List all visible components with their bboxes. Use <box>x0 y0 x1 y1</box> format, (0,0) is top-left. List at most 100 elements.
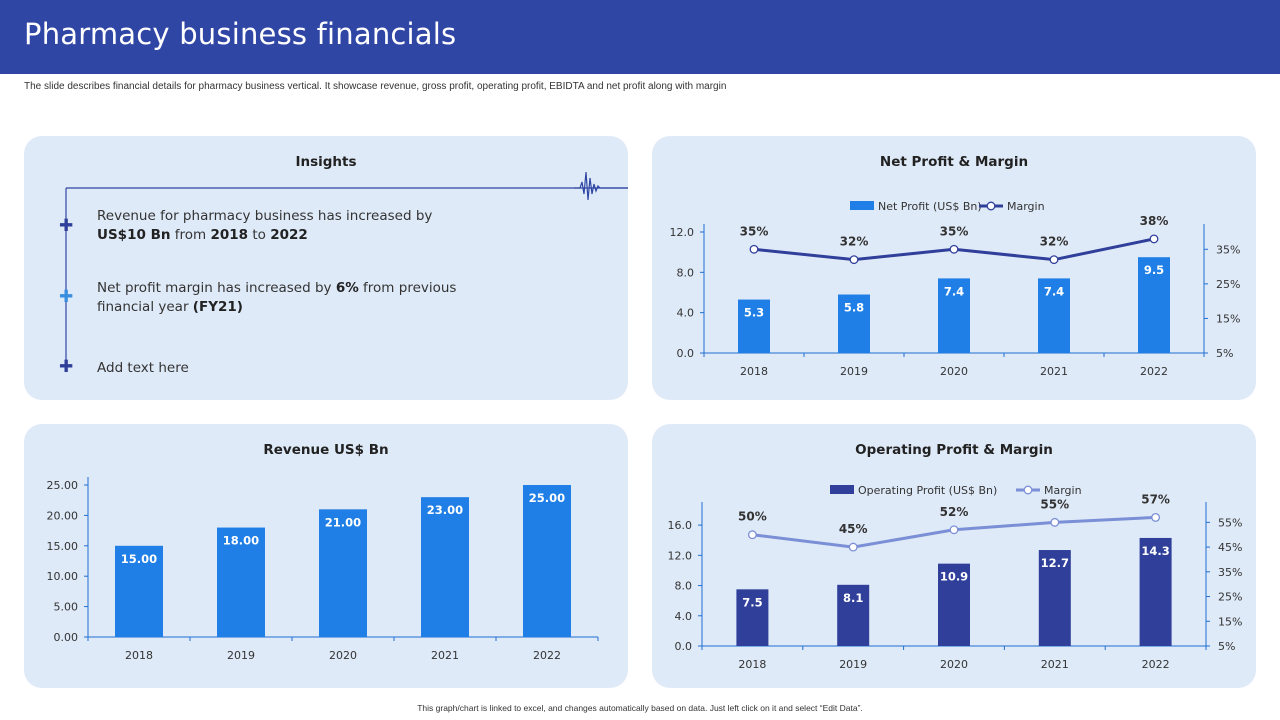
y-tick-label: 25.00 <box>47 479 79 492</box>
legend-label-bar: Operating Profit (US$ Bn) <box>858 484 997 497</box>
y-tick-label: 0.0 <box>677 347 695 360</box>
y-tick-label: 5.00 <box>54 601 79 614</box>
insight-1-to: to <box>248 227 271 243</box>
x-tick-label: 2020 <box>940 365 968 378</box>
x-tick-label: 2018 <box>125 649 153 662</box>
margin-data-label: 52% <box>940 505 969 519</box>
bar-data-label: 5.8 <box>844 301 864 315</box>
margin-point <box>1151 512 1161 522</box>
insight-2-period: (FY21) <box>192 299 243 315</box>
y2-tick-label: 35% <box>1218 566 1242 579</box>
margin-point <box>848 542 858 552</box>
x-tick-label: 2018 <box>738 658 766 671</box>
margin-data-label: 57% <box>1141 492 1170 506</box>
bar-data-label: 23.00 <box>427 503 463 517</box>
margin-point <box>849 255 859 265</box>
y2-tick-label: 15% <box>1218 615 1242 628</box>
bar-data-label: 5.3 <box>744 306 764 320</box>
y-tick-label: 0.00 <box>54 631 79 644</box>
insight-item-3[interactable]: Add text here <box>97 359 477 378</box>
insights-title: Insights <box>295 154 357 170</box>
y-tick-label: 12.0 <box>670 226 695 239</box>
x-tick-label: 2019 <box>227 649 255 662</box>
x-tick-label: 2021 <box>1041 658 1069 671</box>
net-profit-chart: 0.0 4.0 8.0 12.0 2018 2019 2020 2021 2022 5.3 5.8 7… <box>670 200 1241 378</box>
bar <box>1038 278 1070 353</box>
x-tick-label: 2022 <box>1140 365 1168 378</box>
insight-item-2: Net profit margin has increased by 6% fr… <box>97 279 477 317</box>
bar-data-label: 10.9 <box>940 570 968 584</box>
net-profit-panel: Net Profit & Margin 0.0 4.0 8.0 12.0 2018 201… <box>652 136 1256 400</box>
bar-data-label: 21.00 <box>325 515 361 529</box>
margin-point <box>949 244 959 254</box>
bar <box>736 589 769 646</box>
bar-data-label: 7.4 <box>944 284 964 298</box>
x-tick-label: 2019 <box>839 658 867 671</box>
bar <box>1139 537 1172 646</box>
operating-profit-title: Operating Profit & Margin <box>855 442 1053 458</box>
page-subtitle: The slide describes financial details fo… <box>24 81 727 92</box>
bar-data-label: 9.5 <box>1144 263 1164 277</box>
legend-label-line: Margin <box>1007 200 1045 213</box>
y-tick-label: 20.00 <box>47 509 79 522</box>
bar <box>319 509 367 637</box>
y2-tick-label: 5% <box>1216 347 1233 360</box>
bar <box>938 563 970 646</box>
x-tick-label: 2020 <box>940 658 968 671</box>
y-tick-label: 8.0 <box>677 266 695 279</box>
bar <box>421 497 469 637</box>
margin-data-label: 55% <box>1040 497 1069 511</box>
insight-3-text: Add text here <box>97 360 189 376</box>
insight-2-amount: 6% <box>335 280 359 296</box>
bar <box>115 545 163 637</box>
bar <box>523 485 571 637</box>
legend-swatch-marker <box>986 201 996 211</box>
insights-timeline <box>65 171 628 368</box>
footnote: This graph/chart is linked to excel, and… <box>417 703 863 713</box>
insight-1-amount: US$10 Bn <box>97 227 171 243</box>
bar-data-label: 8.1 <box>843 591 863 605</box>
margin-data-label: 35% <box>940 224 969 238</box>
legend-label-line: Margin <box>1044 484 1082 497</box>
operating-profit-chart: 0.0 4.0 8.0 12.0 16.0 2018 2019 2020 2021 2022 7.5… <box>668 484 1243 671</box>
bar-data-label: 25.00 <box>529 491 565 505</box>
insight-1-start-year: 2018 <box>210 227 249 243</box>
bar <box>1038 550 1071 646</box>
bar-data-label: 14.3 <box>1141 544 1169 558</box>
bar <box>837 584 870 646</box>
margin-point <box>1149 234 1159 244</box>
bar-data-label: 12.7 <box>1041 556 1069 570</box>
y-tick-label: 15.00 <box>47 540 79 553</box>
x-tick-label: 2022 <box>1142 658 1170 671</box>
legend-swatch-marker <box>1023 485 1033 495</box>
legend-label-bar: Net Profit (US$ Bn) <box>878 200 982 213</box>
revenue-panel: Revenue US$ Bn 0.00 5.00 10.00 15.00 20.00 25… <box>24 424 628 688</box>
operating-profit-panel: Operating Profit & Margin 0.0 4.0 8.0 12.0 1… <box>652 424 1256 688</box>
y-tick-label: 8.0 <box>675 580 693 593</box>
insight-1-text: Revenue for pharmacy business has increa… <box>97 208 433 224</box>
y2-tick-label: 5% <box>1218 640 1235 653</box>
y2-tick-label: 55% <box>1218 516 1242 529</box>
y-tick-label: 4.0 <box>675 610 693 623</box>
y-tick-label: 4.0 <box>677 307 695 320</box>
margin-point <box>747 530 757 540</box>
y2-tick-label: 25% <box>1216 278 1240 291</box>
insight-1-end-year: 2022 <box>270 227 308 243</box>
x-tick-label: 2020 <box>329 649 357 662</box>
heartbeat-icon <box>574 171 628 201</box>
net-profit-title: Net Profit & Margin <box>879 154 1029 170</box>
margin-point <box>1050 517 1060 527</box>
x-tick-label: 2021 <box>431 649 459 662</box>
margin-data-label: 32% <box>840 235 869 249</box>
bar <box>1138 257 1170 353</box>
insight-1-from: from <box>170 227 211 243</box>
y-tick-label: 12.0 <box>668 549 693 562</box>
y-tick-label: 10.00 <box>47 570 79 583</box>
x-tick-label: 2019 <box>840 365 868 378</box>
y2-tick-label: 45% <box>1218 541 1242 554</box>
plus-icon: ✚ <box>59 287 74 307</box>
bar-data-label: 7.4 <box>1044 284 1064 298</box>
x-tick-label: 2022 <box>533 649 561 662</box>
insight-item-1: Revenue for pharmacy business has increa… <box>97 207 477 245</box>
margin-point <box>949 525 959 535</box>
